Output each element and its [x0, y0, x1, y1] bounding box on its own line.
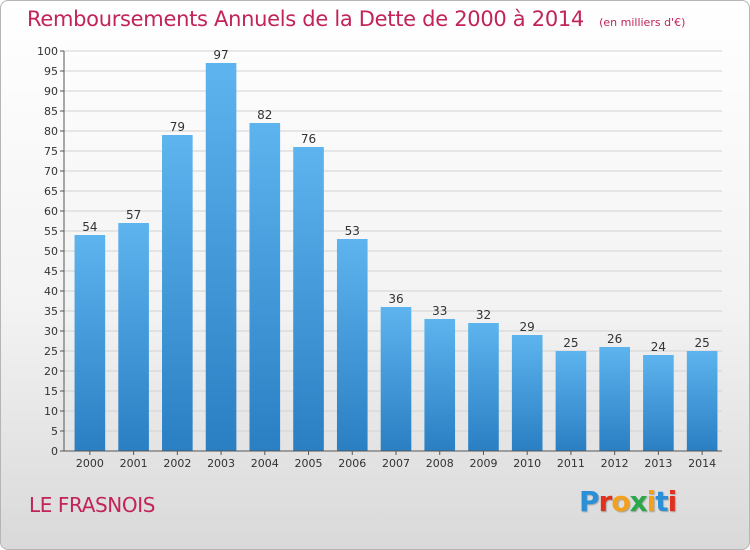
y-tick-label: 70 [44, 165, 58, 178]
logo-letter: x [629, 485, 648, 518]
x-tick-label: 2010 [513, 457, 541, 470]
x-tick-label: 2013 [644, 457, 672, 470]
bar-value-label: 33 [432, 304, 447, 318]
y-tick-label: 15 [44, 385, 58, 398]
bar-value-label: 36 [388, 292, 403, 306]
bar [555, 351, 587, 451]
y-tick-label: 55 [44, 225, 58, 238]
bar [205, 63, 237, 451]
labels: 0 5 10 15 20 25 30 35 40 45 50 55 60 65 70 75 80 85 90 95 10… [37, 45, 716, 470]
bar-value-label: 53 [345, 224, 360, 238]
x-tick-label: 2012 [601, 457, 629, 470]
commune-name: LE FRASNOIS [29, 493, 156, 517]
chart-title-block: Remboursements Annuels de la Dette de 20… [27, 7, 685, 31]
y-tick-label: 10 [44, 405, 58, 418]
y-tick-label: 60 [44, 205, 58, 218]
bar [643, 355, 674, 451]
bars [74, 63, 718, 451]
y-tick-label: 0 [51, 445, 58, 458]
bar-value-label: 76 [301, 132, 316, 146]
bar [686, 351, 718, 451]
y-tick-label: 45 [44, 265, 58, 278]
y-tick-label: 40 [44, 285, 58, 298]
logo-letter: r [598, 485, 613, 518]
y-tick-label: 65 [44, 185, 58, 198]
x-tick-label: 2001 [120, 457, 148, 470]
y-tick-label: 50 [44, 245, 58, 258]
chart-title: Remboursements Annuels de la Dette de 20… [27, 7, 584, 31]
y-tick-label: 20 [44, 365, 58, 378]
y-tick-label: 5 [51, 425, 58, 438]
x-tick-label: 2003 [207, 457, 235, 470]
axes [60, 50, 722, 455]
y-tick-label: 25 [44, 345, 58, 358]
bar [468, 323, 499, 451]
x-tick-label: 2011 [557, 457, 585, 470]
proxiti-logo: Proxiti [579, 485, 678, 518]
y-tick-label: 90 [44, 85, 58, 98]
bar [249, 123, 281, 451]
chart-subtitle: (en milliers d'€) [599, 16, 686, 29]
bar [293, 147, 324, 451]
bar-value-label: 97 [213, 48, 228, 62]
bar [162, 135, 193, 451]
bar-value-label: 26 [607, 332, 622, 346]
y-tick-label: 80 [44, 125, 58, 138]
y-tick-label: 75 [44, 145, 58, 158]
bar-value-label: 54 [82, 220, 97, 234]
y-tick-label: 35 [44, 305, 58, 318]
bar-value-label: 25 [563, 336, 578, 350]
x-tick-label: 2008 [426, 457, 454, 470]
bar [511, 335, 543, 451]
y-tick-label: 100 [37, 45, 58, 58]
bar [599, 347, 630, 451]
x-tick-label: 2007 [382, 457, 410, 470]
x-tick-label: 2005 [295, 457, 323, 470]
x-tick-label: 2014 [688, 457, 716, 470]
logo-letter: o [611, 485, 630, 518]
bar-value-label: 82 [257, 108, 272, 122]
bar [118, 223, 149, 451]
bar-value-label: 32 [476, 308, 491, 322]
bar [74, 235, 106, 451]
bar [424, 319, 456, 451]
x-tick-label: 2000 [76, 457, 104, 470]
bar-value-label: 25 [694, 336, 709, 350]
logo-letter: i [646, 485, 657, 518]
bar [380, 307, 412, 451]
bar-value-label: 24 [651, 340, 666, 354]
y-tick-label: 95 [44, 65, 58, 78]
logo-letter: P [579, 485, 600, 518]
bar [336, 239, 368, 451]
bar-chart: 0 5 10 15 20 25 30 35 40 45 50 55 60 65 70 75 80 85 90 95 10… [37, 45, 722, 470]
x-tick-label: 2002 [163, 457, 191, 470]
bar-value-label: 79 [170, 120, 185, 134]
logo-letter: i [667, 485, 678, 518]
bar-value-label: 57 [126, 208, 141, 222]
x-tick-label: 2004 [251, 457, 279, 470]
y-tick-label: 85 [44, 105, 58, 118]
x-tick-label: 2009 [469, 457, 497, 470]
bar-value-label: 29 [520, 320, 535, 334]
logo-letter: t [655, 485, 668, 518]
y-tick-label: 30 [44, 325, 58, 338]
x-tick-label: 2006 [338, 457, 366, 470]
